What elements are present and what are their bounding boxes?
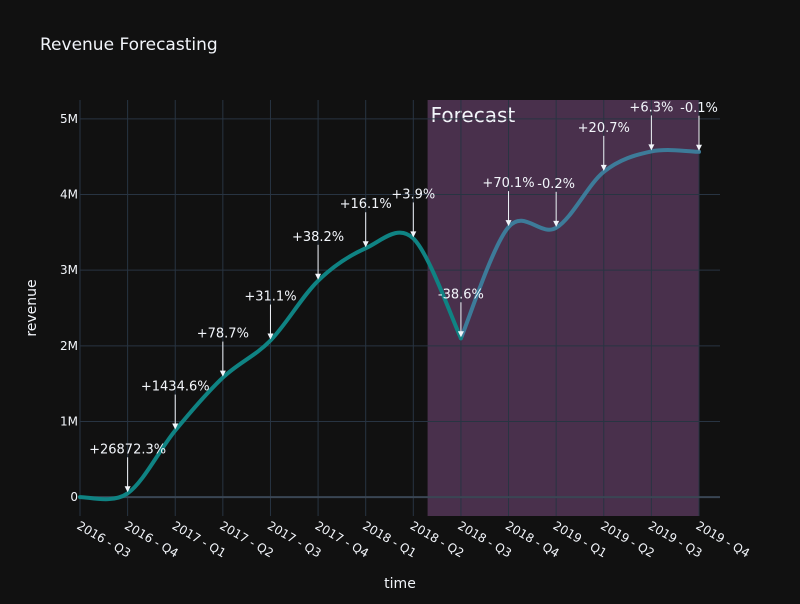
- forecast-region: [427, 100, 699, 516]
- annotation-label: +31.1%: [244, 290, 296, 305]
- annotation-arrowhead: [315, 273, 322, 280]
- series-layer: [78, 148, 701, 502]
- annotation-arrowhead: [219, 370, 226, 377]
- x-axis-title: time: [384, 576, 416, 592]
- annotation-arrowhead: [362, 241, 369, 248]
- annotation-arrowhead: [600, 164, 607, 171]
- annotation-label: -38.6%: [438, 287, 484, 302]
- y-tick-label: 4M: [60, 188, 78, 202]
- annotation-label: +20.7%: [578, 121, 630, 136]
- annotation-label: +3.9%: [391, 187, 435, 202]
- chart-title: Revenue Forecasting: [40, 35, 218, 55]
- annotation-arrowhead: [267, 333, 274, 340]
- annotation-layer: +26872.3% +1434.6% +78.7% +31.1% +38.2% +16.1…: [89, 100, 718, 493]
- annotation-label: +6.3%: [629, 100, 673, 115]
- y-tick-label: 5M: [60, 112, 78, 126]
- annotation-label: +70.1%: [482, 176, 534, 191]
- annotation-arrowhead: [124, 486, 131, 493]
- y-tick-label: 0: [70, 490, 78, 504]
- forecast-series-line: [458, 148, 701, 341]
- annotation-label: -0.2%: [537, 177, 575, 192]
- forecast-label: Forecast: [431, 103, 516, 127]
- actual-series-line: [78, 230, 463, 502]
- annotation-arrowhead: [696, 144, 702, 151]
- annotation-arrowhead: [172, 423, 179, 430]
- forecast-region-layer: Forecast: [427, 100, 699, 516]
- y-tick-label: 3M: [60, 263, 78, 277]
- y-tick-label: 1M: [60, 414, 78, 428]
- annotation-arrowhead: [410, 231, 417, 238]
- annotation-label: +78.7%: [197, 327, 249, 342]
- annotation-label: -0.1%: [680, 101, 718, 116]
- annotation-label: +38.2%: [292, 230, 344, 245]
- annotation-label: +16.1%: [340, 197, 392, 212]
- y-tick-label: 2M: [60, 339, 78, 353]
- annotation-arrowhead: [553, 220, 560, 227]
- annotation-arrowhead: [457, 331, 464, 338]
- grid-layer: [79, 100, 720, 516]
- annotation-label: +26872.3%: [89, 442, 166, 457]
- annotation-arrowhead: [505, 220, 512, 227]
- annotation-arrowhead: [648, 144, 655, 151]
- annotation-label: +1434.6%: [141, 380, 210, 395]
- y-axis-title: revenue: [24, 279, 40, 336]
